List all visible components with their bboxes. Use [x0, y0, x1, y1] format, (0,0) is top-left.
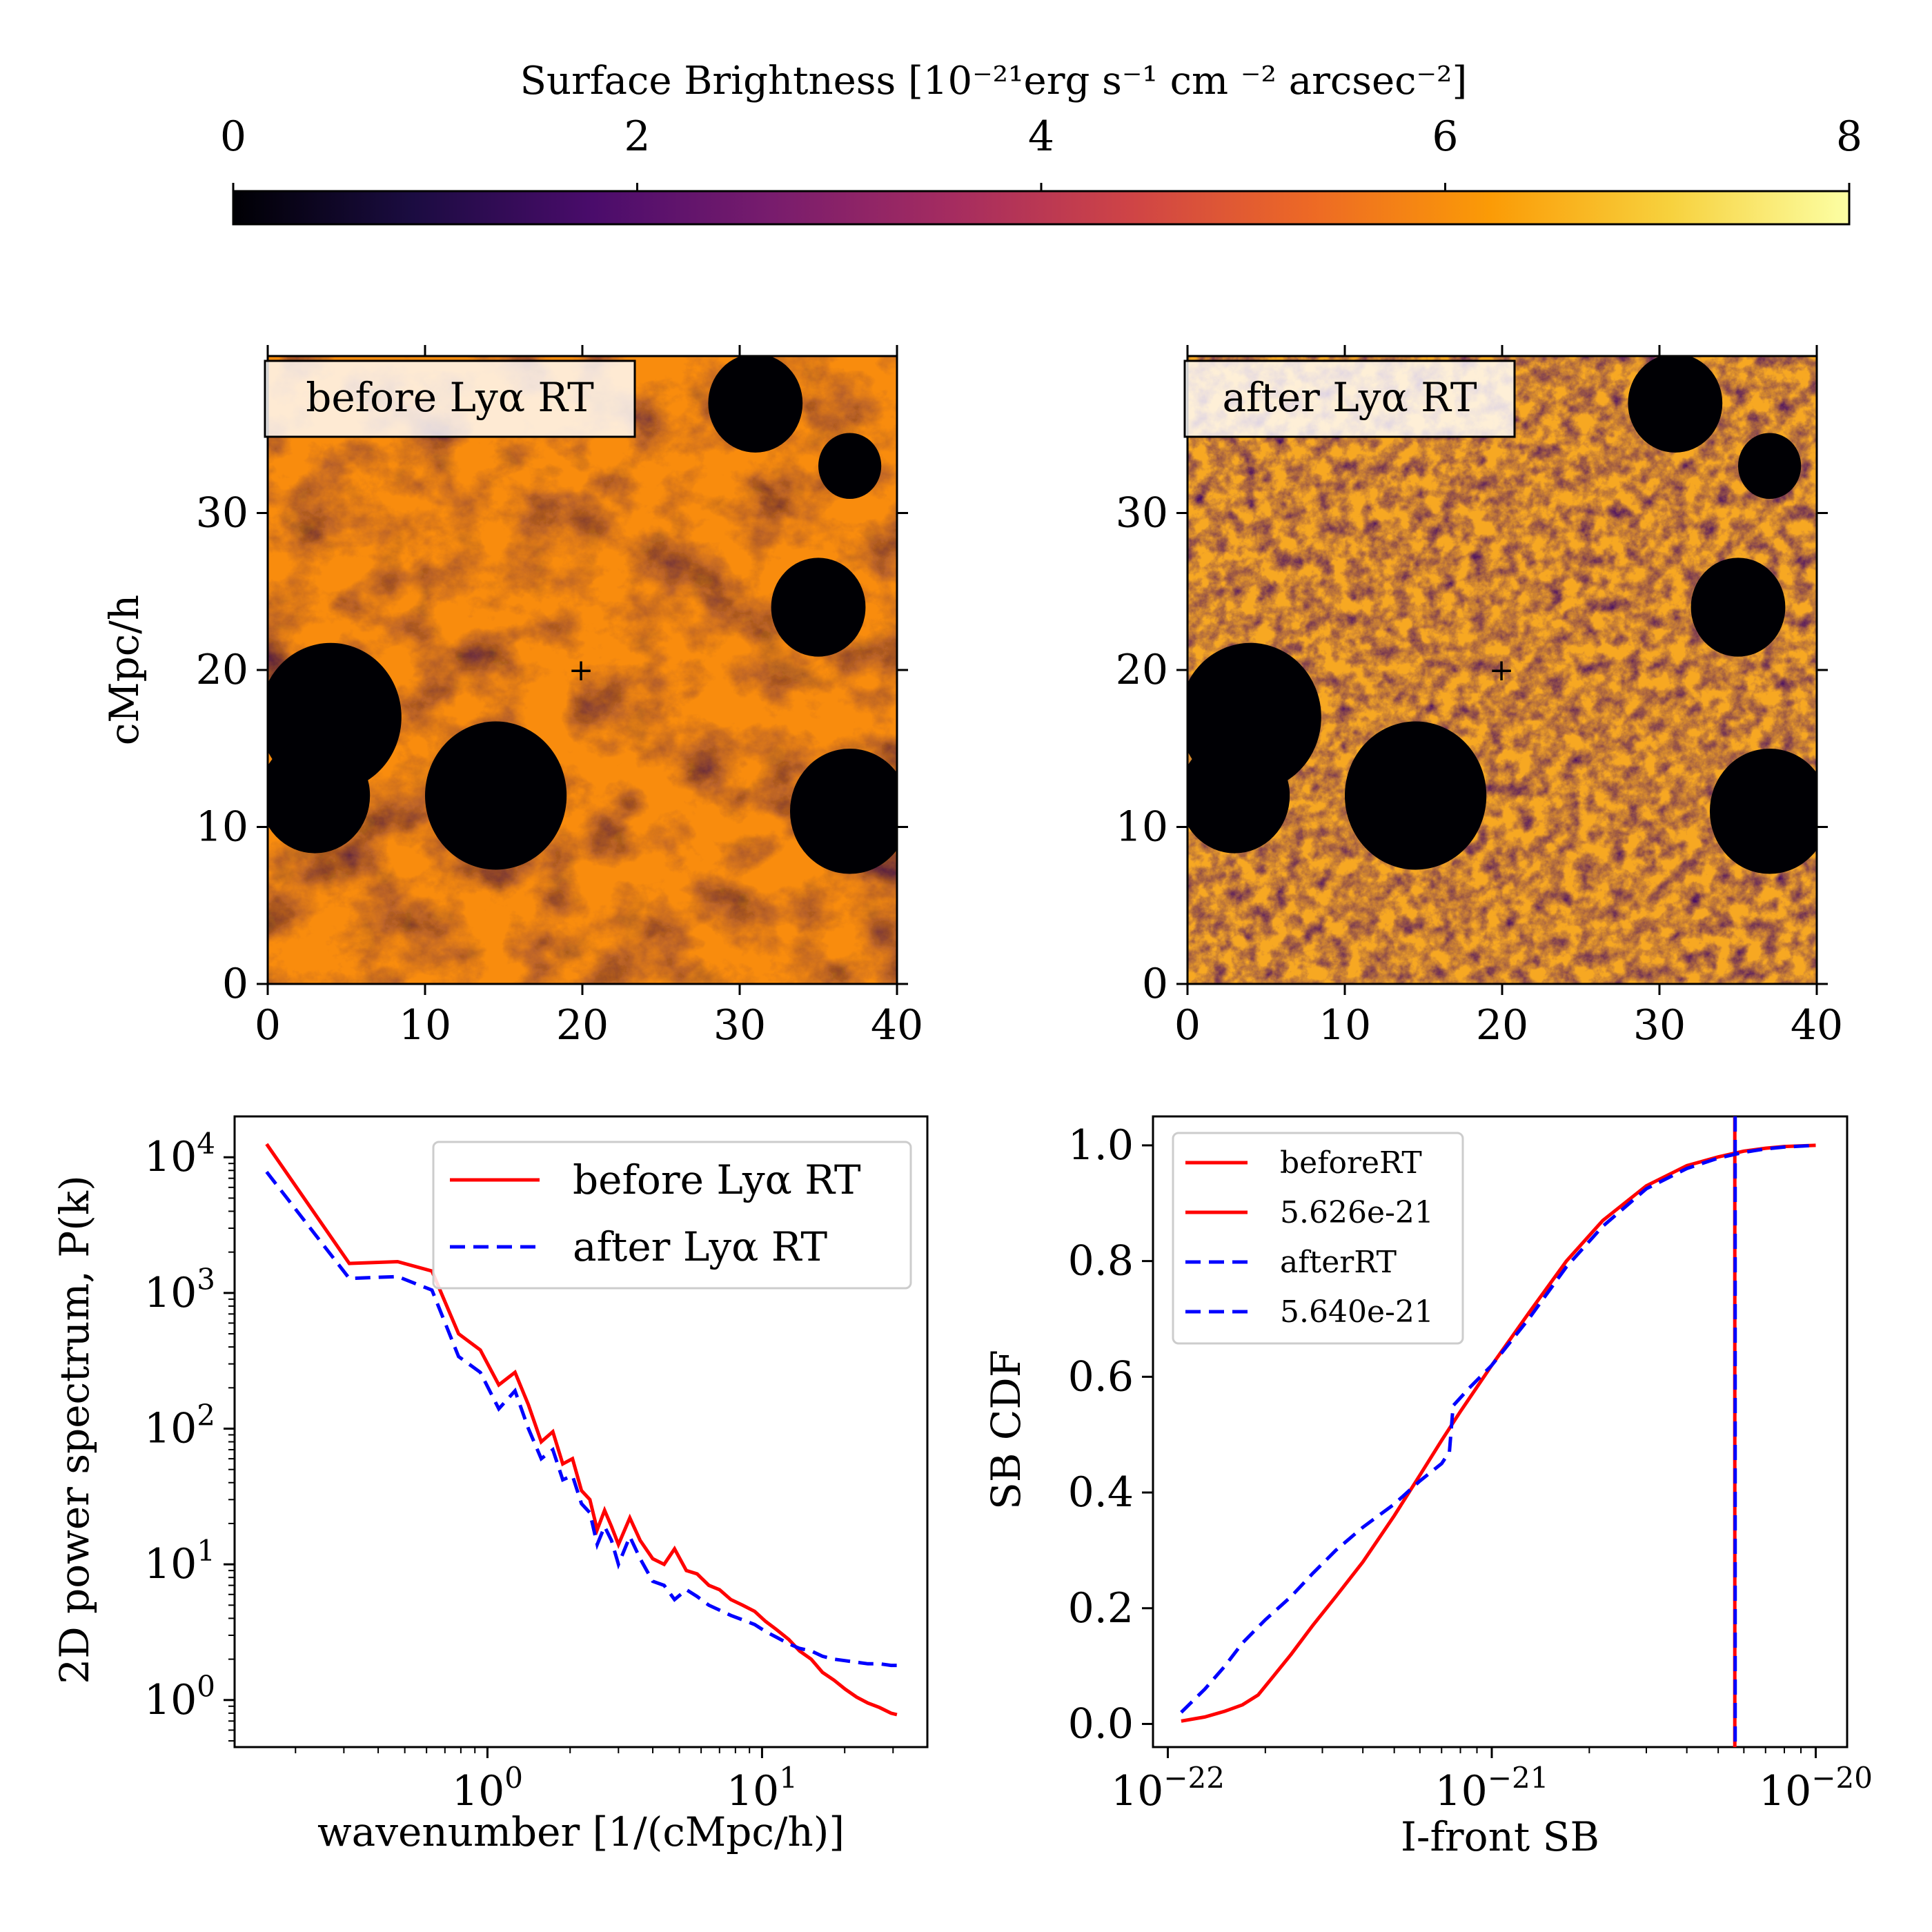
ps-legend: before Lyα RT after Lyα RT — [432, 1141, 912, 1290]
x-tick-label: 10−21 — [1435, 1761, 1548, 1815]
x-tick-label: 0 — [255, 1001, 281, 1049]
x-tick-label: 30 — [1633, 1001, 1686, 1049]
power-spectrum-lines — [265, 1143, 898, 1717]
y-tick-label: 102 — [144, 1398, 215, 1452]
colorbar-label: Surface Brightness [10⁻²¹erg s⁻¹ cm ⁻² a… — [520, 59, 1468, 103]
series-line — [1180, 1143, 1816, 1714]
y-tick-label: 0.2 — [1068, 1584, 1134, 1633]
ps-xlabel: wavenumber [1/(cMpc/h)] — [317, 1808, 845, 1855]
colorbar-tick-label: 8 — [1836, 112, 1862, 161]
cdf-axes: 10−22 10−21 10−20 0.0 0.2 0.4 0.6 0.8 1.0 — [1068, 1121, 1873, 1815]
cdf-panel: 10−22 10−21 10−20 0.0 0.2 0.4 0.6 0.8 1.0 I-fron… — [983, 1115, 1873, 1860]
colorbar-tick-label: 6 — [1432, 112, 1458, 161]
x-tick-label: 30 — [713, 1001, 766, 1049]
power-spectrum-panel: 100 101 100 101 102 103 104 wavenumber [1/(cMp… — [51, 1115, 929, 1855]
cdf-lines — [1180, 1116, 1816, 1747]
y-tick-label: 1.0 — [1068, 1121, 1134, 1170]
panel-label-after: after Lyα RT — [1222, 374, 1477, 421]
void-region — [708, 356, 803, 453]
void-region — [425, 721, 567, 870]
colorbar-tick-label: 2 — [624, 112, 650, 161]
x-tick-label: 10−22 — [1111, 1761, 1225, 1815]
x-tick-label: 20 — [556, 1001, 609, 1049]
y-tick-label: 10 — [196, 803, 248, 851]
series-line — [1181, 1143, 1816, 1723]
y-tick-label: 0.8 — [1068, 1237, 1134, 1285]
void-region — [818, 433, 882, 500]
void-region — [1738, 433, 1802, 500]
voids-after — [1187, 356, 1817, 874]
legend-label: after Lyα RT — [573, 1223, 827, 1270]
x-tick-label: 40 — [1791, 1001, 1843, 1049]
y-tick-label: 0 — [222, 960, 248, 1008]
legend-label: afterRT — [1280, 1245, 1397, 1280]
x-tick-label: 101 — [727, 1761, 798, 1815]
power-spectrum-axes: 100 101 100 101 102 103 104 — [144, 1127, 894, 1815]
x-tick-label: 10 — [399, 1001, 451, 1049]
map-marker-before: + — [569, 653, 594, 688]
cdf-xlabel: I-front SB — [1401, 1813, 1599, 1860]
void-region — [1690, 558, 1786, 657]
legend-label: 5.640e-21 — [1280, 1294, 1434, 1330]
void-region — [1628, 356, 1723, 453]
panel-label-box — [264, 359, 636, 438]
panel-label-box — [1183, 359, 1516, 438]
void-region — [1345, 721, 1487, 870]
y-tick-label: 101 — [144, 1534, 215, 1588]
map-ylabel: cMpc/h — [101, 595, 148, 745]
colorbar-bar — [232, 190, 1851, 226]
void-region — [771, 558, 866, 657]
y-tick-label: 20 — [196, 646, 248, 694]
void-region — [789, 749, 897, 874]
y-tick-label: 103 — [144, 1263, 215, 1317]
y-tick-label: 10 — [1116, 803, 1168, 851]
map-axes-after: 0 10 20 30 40 0 10 20 30 — [1116, 345, 1843, 1049]
colorbar-ticks: 0 2 4 6 8 — [220, 112, 1862, 191]
colorbar: Surface Brightness [10⁻²¹erg s⁻¹ cm ⁻² a… — [220, 59, 1862, 226]
y-tick-label: 20 — [1116, 646, 1168, 694]
x-tick-label: 0 — [1174, 1001, 1201, 1049]
series-line — [265, 1170, 897, 1668]
map-marker-after: + — [1489, 653, 1515, 688]
y-tick-label: 0.6 — [1068, 1352, 1134, 1401]
y-tick-label: 30 — [196, 489, 248, 538]
void-region — [1709, 749, 1817, 874]
legend-label: beforeRT — [1280, 1145, 1422, 1181]
cdf-ylabel: SB CDF — [983, 1350, 1029, 1510]
y-tick-label: 0.4 — [1068, 1468, 1134, 1517]
colorbar-tick-label: 0 — [220, 112, 246, 161]
series-line — [265, 1143, 898, 1717]
voids-before — [268, 356, 897, 874]
legend-label: before Lyα RT — [573, 1156, 861, 1203]
map-panel-after: after Lyα RT + 0 10 20 30 40 0 10 20 30 — [1116, 345, 1843, 1049]
map-axes-before: 0 10 20 30 40 0 10 20 30 — [196, 345, 923, 1049]
legend-label: 5.626e-21 — [1280, 1195, 1434, 1230]
legend-box — [432, 1141, 912, 1290]
map-panel-before: before Lyα RT + cMpc/h 0 10 20 30 40 0 10 20 30 — [101, 345, 923, 1049]
void-region — [1187, 738, 1290, 854]
x-tick-label: 10 — [1319, 1001, 1371, 1049]
ps-ylabel: 2D power spectrum, P(k) — [51, 1175, 98, 1684]
void-region — [268, 738, 371, 854]
y-tick-label: 104 — [144, 1127, 215, 1181]
x-tick-label: 20 — [1476, 1001, 1528, 1049]
y-tick-label: 0.0 — [1068, 1699, 1134, 1748]
panel-label-before: before Lyα RT — [306, 374, 594, 421]
legend-box — [1172, 1132, 1464, 1345]
x-tick-label: 10−20 — [1759, 1761, 1873, 1815]
cdf-legend: beforeRT 5.626e-21 afterRT 5.640e-21 — [1172, 1132, 1464, 1345]
y-tick-label: 0 — [1142, 960, 1168, 1008]
x-tick-label: 100 — [452, 1761, 523, 1815]
y-tick-label: 100 — [144, 1670, 215, 1724]
y-tick-label: 30 — [1116, 489, 1168, 538]
x-tick-label: 40 — [871, 1001, 923, 1049]
colorbar-tick-label: 4 — [1028, 112, 1054, 161]
